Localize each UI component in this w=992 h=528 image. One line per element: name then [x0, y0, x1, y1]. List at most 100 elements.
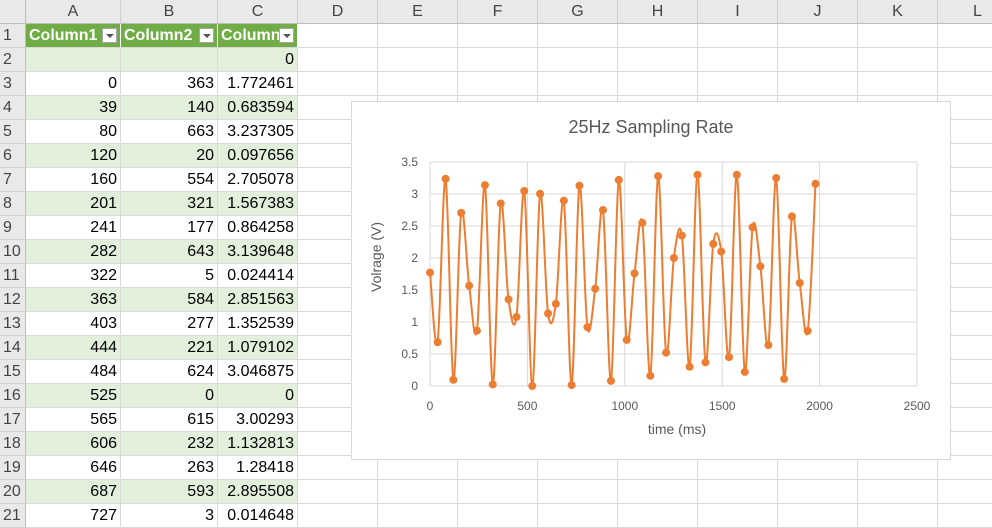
- grid-cell[interactable]: [938, 48, 992, 72]
- data-point[interactable]: [677, 231, 686, 240]
- data-point[interactable]: [449, 375, 458, 384]
- data-point[interactable]: [756, 262, 765, 271]
- grid-cell[interactable]: [298, 456, 378, 480]
- data-point[interactable]: [787, 212, 796, 221]
- grid-cell[interactable]: [938, 288, 992, 312]
- data-point[interactable]: [701, 358, 710, 367]
- grid-cell[interactable]: [538, 480, 618, 504]
- table-header-cell[interactable]: Column3: [218, 24, 298, 48]
- data-point[interactable]: [772, 174, 781, 182]
- filter-dropdown-icon[interactable]: [279, 28, 294, 43]
- table-cell[interactable]: 554: [121, 168, 218, 192]
- column-header[interactable]: G: [538, 0, 618, 24]
- grid-cell[interactable]: [298, 48, 378, 72]
- grid-cell[interactable]: [858, 504, 938, 528]
- table-cell[interactable]: 0.683594: [218, 96, 298, 120]
- data-point[interactable]: [544, 309, 553, 318]
- grid-cell[interactable]: [618, 72, 698, 96]
- grid-cell[interactable]: [698, 504, 778, 528]
- grid-cell[interactable]: [618, 504, 698, 528]
- table-cell[interactable]: 363: [121, 72, 218, 96]
- data-point[interactable]: [646, 371, 655, 380]
- table-cell[interactable]: 80: [26, 120, 121, 144]
- table-cell[interactable]: 0: [218, 48, 298, 72]
- grid-cell[interactable]: [698, 72, 778, 96]
- table-cell[interactable]: 1.28418: [218, 456, 298, 480]
- table-cell[interactable]: 177: [121, 216, 218, 240]
- grid-cell[interactable]: [458, 504, 538, 528]
- column-header[interactable]: A: [26, 0, 121, 24]
- row-header[interactable]: 11: [0, 264, 26, 288]
- table-cell[interactable]: 263: [121, 456, 218, 480]
- grid-cell[interactable]: [298, 504, 378, 528]
- data-point[interactable]: [780, 374, 789, 383]
- grid-cell[interactable]: [938, 432, 992, 456]
- table-cell[interactable]: 624: [121, 360, 218, 384]
- data-point[interactable]: [426, 268, 434, 277]
- grid-cell[interactable]: [378, 480, 458, 504]
- data-point[interactable]: [654, 172, 663, 181]
- data-point[interactable]: [685, 362, 694, 371]
- data-point[interactable]: [606, 376, 615, 385]
- table-cell[interactable]: 2.705078: [218, 168, 298, 192]
- grid-cell[interactable]: [698, 480, 778, 504]
- table-cell[interactable]: 403: [26, 312, 121, 336]
- column-header[interactable]: K: [858, 0, 938, 24]
- data-point[interactable]: [717, 247, 726, 256]
- row-header[interactable]: 4: [0, 96, 26, 120]
- column-header[interactable]: B: [121, 0, 218, 24]
- table-cell[interactable]: 201: [26, 192, 121, 216]
- data-point[interactable]: [480, 181, 489, 190]
- data-point[interactable]: [528, 382, 537, 390]
- grid-cell[interactable]: [538, 24, 618, 48]
- data-point[interactable]: [725, 353, 734, 362]
- row-header[interactable]: 2: [0, 48, 26, 72]
- data-point[interactable]: [795, 278, 804, 287]
- grid-cell[interactable]: [938, 216, 992, 240]
- table-cell[interactable]: 232: [121, 432, 218, 456]
- row-header[interactable]: 9: [0, 216, 26, 240]
- grid-cell[interactable]: [778, 456, 858, 480]
- grid-cell[interactable]: [938, 120, 992, 144]
- row-header[interactable]: 16: [0, 384, 26, 408]
- table-cell[interactable]: 606: [26, 432, 121, 456]
- table-cell[interactable]: 321: [121, 192, 218, 216]
- data-point[interactable]: [496, 199, 505, 208]
- table-cell[interactable]: 3.237305: [218, 120, 298, 144]
- table-cell[interactable]: 643: [121, 240, 218, 264]
- row-header[interactable]: 17: [0, 408, 26, 432]
- table-cell[interactable]: 727: [26, 504, 121, 528]
- grid-cell[interactable]: [938, 360, 992, 384]
- data-point[interactable]: [630, 269, 639, 278]
- row-header[interactable]: 10: [0, 240, 26, 264]
- table-header-cell[interactable]: Column2: [121, 24, 218, 48]
- table-cell[interactable]: 687: [26, 480, 121, 504]
- column-header[interactable]: H: [618, 0, 698, 24]
- grid-cell[interactable]: [938, 384, 992, 408]
- grid-cell[interactable]: [938, 96, 992, 120]
- grid-cell[interactable]: [938, 72, 992, 96]
- row-header[interactable]: 13: [0, 312, 26, 336]
- table-cell[interactable]: 0.864258: [218, 216, 298, 240]
- data-point[interactable]: [504, 295, 513, 304]
- grid-cell[interactable]: [458, 24, 538, 48]
- row-header[interactable]: 8: [0, 192, 26, 216]
- grid-cell[interactable]: [538, 48, 618, 72]
- row-header[interactable]: 19: [0, 456, 26, 480]
- grid-cell[interactable]: [938, 240, 992, 264]
- grid-cell[interactable]: [938, 504, 992, 528]
- table-cell[interactable]: 5: [121, 264, 218, 288]
- grid-cell[interactable]: [858, 48, 938, 72]
- data-point[interactable]: [591, 284, 600, 293]
- column-header[interactable]: I: [698, 0, 778, 24]
- table-cell[interactable]: 565: [26, 408, 121, 432]
- grid-cell[interactable]: [698, 456, 778, 480]
- data-point[interactable]: [583, 323, 592, 332]
- grid-cell[interactable]: [458, 480, 538, 504]
- data-point[interactable]: [811, 179, 820, 188]
- table-cell[interactable]: 646: [26, 456, 121, 480]
- table-cell[interactable]: 1.772461: [218, 72, 298, 96]
- grid-cell[interactable]: [938, 480, 992, 504]
- grid-cell[interactable]: [778, 72, 858, 96]
- grid-cell[interactable]: [858, 72, 938, 96]
